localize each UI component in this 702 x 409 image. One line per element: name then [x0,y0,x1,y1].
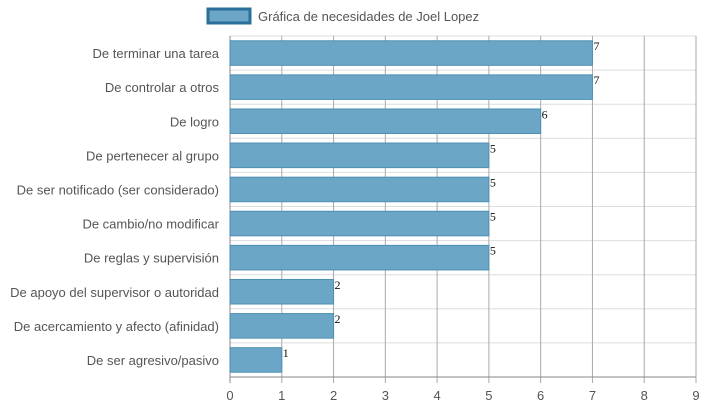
category-label: De acercamiento y afecto (afinidad) [14,319,219,334]
data-label: 5 [490,141,496,155]
data-labels: 7 7 6 5 5 5 5 2 2 1 [283,39,600,360]
legend-label: Gráfica de necesidades de Joel Lopez [258,9,479,24]
x-tick-label: 7 [589,388,596,403]
category-label: De cambio/no modificar [82,217,219,232]
category-label: De ser agresivo/pasivo [87,353,219,368]
x-axis-ticks: 0 1 2 3 4 5 6 7 8 9 [226,388,699,403]
bar [229,142,490,169]
category-labels: De terminar una tarea De controlar a otro… [10,46,220,368]
data-label: 5 [490,175,496,189]
x-tick-label: 0 [226,388,233,403]
category-label: De logro [170,114,219,129]
x-tick-label: 2 [330,388,337,403]
data-label: 5 [490,210,496,224]
category-label: De terminar una tarea [93,46,220,61]
category-label: De pertenecer al grupo [86,148,219,163]
x-tick-label: 6 [537,388,544,403]
category-label: De ser notificado (ser considerado) [17,182,219,197]
x-tick-label: 5 [485,388,492,403]
data-label: 1 [283,346,289,360]
bar [229,108,542,135]
x-tick-label: 8 [641,388,648,403]
bars [229,40,593,373]
bar [229,210,490,237]
bar [229,347,283,373]
bar [229,244,490,271]
category-label: De reglas y supervisión [84,251,219,266]
legend: Gráfica de necesidades de Joel Lopez [206,7,479,25]
category-label: De apoyo del supervisor o autoridad [10,285,219,300]
x-tick-label: 9 [692,388,699,403]
bar [229,313,335,339]
x-tick-label: 1 [278,388,285,403]
data-label: 6 [542,107,548,121]
bar [229,74,593,100]
bar [229,176,490,203]
data-label: 5 [490,244,496,258]
data-label: 2 [335,278,341,292]
data-label: 7 [593,73,599,87]
category-label: De controlar a otros [105,80,220,95]
x-tick-label: 3 [382,388,389,403]
bar [229,278,335,305]
data-label: 2 [335,312,341,326]
legend-swatch [206,7,252,25]
data-label: 7 [593,39,599,53]
bar [229,40,593,66]
x-tick-label: 4 [433,388,440,403]
